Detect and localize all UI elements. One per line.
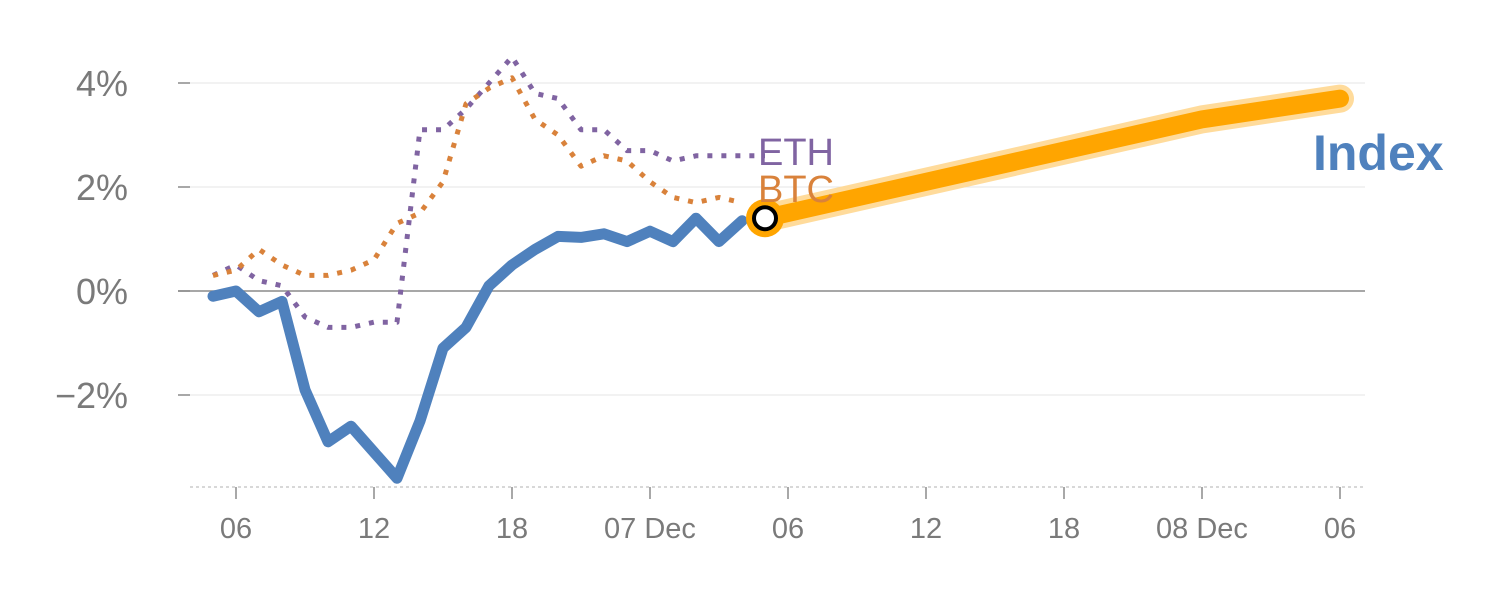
- x-tick-label: 18: [1048, 513, 1080, 545]
- x-tick-label: 07 Dec: [604, 513, 696, 545]
- label-layer: ETH BTC Index: [758, 125, 1444, 211]
- x-tick-label: 12: [910, 513, 942, 545]
- y-tick-label: −2%: [55, 375, 128, 416]
- x-tick-label: 08 Dec: [1156, 513, 1248, 545]
- marker-layer: [746, 199, 784, 238]
- index-series-label: Index: [1313, 125, 1444, 181]
- grid-layer: [178, 82, 1365, 396]
- eth-series-label: ETH: [758, 132, 834, 174]
- series-layer: [207, 54, 1354, 484]
- x-tick-label: 06: [220, 513, 252, 545]
- x-tick-label: 06: [772, 513, 804, 545]
- axis-layer: 4% 2% 0% −2% 06 12 18 07 Dec 06 12 18 08 Dec 06: [55, 63, 1365, 545]
- y-tick-label: 4%: [76, 63, 128, 104]
- y-tick-label: 2%: [76, 167, 128, 208]
- x-tick-label: 12: [358, 513, 390, 545]
- x-tick-label: 18: [496, 513, 528, 545]
- current-value-marker: [752, 205, 778, 232]
- index-series-line: [207, 212, 748, 484]
- y-tick-label: 0%: [76, 271, 128, 312]
- btc-series-label: BTC: [758, 169, 834, 211]
- eth-series-line: [211, 54, 765, 330]
- projection-series-line: [756, 89, 1349, 228]
- btc-series-line: [212, 75, 743, 278]
- x-tick-label: 06: [1324, 513, 1356, 545]
